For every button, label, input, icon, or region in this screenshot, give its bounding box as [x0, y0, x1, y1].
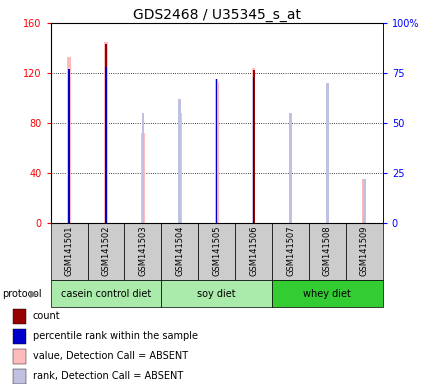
Bar [105, 44, 107, 223]
Text: GSM141509: GSM141509 [360, 226, 369, 276]
Bar [67, 57, 71, 223]
Bar [68, 69, 70, 223]
Bar [289, 128, 292, 223]
Bar [88, 223, 125, 280]
Bar [179, 99, 181, 223]
Bar [309, 223, 346, 280]
Bar [51, 280, 161, 307]
Bar [105, 67, 107, 223]
Bar [105, 67, 107, 223]
Text: GSM141508: GSM141508 [323, 226, 332, 276]
Text: ▶: ▶ [30, 289, 37, 299]
Bar [68, 69, 70, 223]
Bar [326, 101, 329, 223]
Title: GDS2468 / U35345_s_at: GDS2468 / U35345_s_at [133, 8, 301, 22]
Bar [13, 349, 26, 364]
Text: rank, Detection Call = ABSENT: rank, Detection Call = ABSENT [33, 371, 183, 381]
Text: casein control diet: casein control diet [61, 289, 151, 299]
Bar [326, 83, 329, 223]
Bar [178, 113, 182, 223]
Text: percentile rank within the sample: percentile rank within the sample [33, 331, 198, 341]
Bar [289, 113, 292, 223]
Text: GSM141505: GSM141505 [212, 226, 221, 276]
Text: soy diet: soy diet [198, 289, 236, 299]
Text: GSM141503: GSM141503 [138, 226, 147, 276]
Bar [216, 79, 217, 223]
Bar [363, 179, 366, 223]
Bar [272, 280, 383, 307]
Bar [252, 68, 256, 223]
Bar [142, 113, 144, 223]
Text: value, Detection Call = ABSENT: value, Detection Call = ABSENT [33, 351, 188, 361]
Bar [141, 133, 145, 223]
Bar [161, 223, 198, 280]
Bar [104, 42, 108, 223]
Text: GSM141501: GSM141501 [65, 226, 73, 276]
Bar [235, 223, 272, 280]
Bar [125, 223, 161, 280]
Bar [161, 280, 272, 307]
Bar [215, 82, 219, 223]
Text: whey diet: whey diet [304, 289, 352, 299]
Bar [51, 223, 88, 280]
Bar [272, 223, 309, 280]
Bar [346, 223, 383, 280]
Text: GSM141504: GSM141504 [175, 226, 184, 276]
Bar [363, 179, 366, 223]
Bar [252, 77, 255, 223]
Bar [198, 223, 235, 280]
Bar [253, 71, 254, 223]
Bar [13, 329, 26, 344]
Bar [253, 77, 254, 223]
Text: protocol: protocol [2, 289, 42, 299]
Text: GSM141502: GSM141502 [102, 226, 110, 276]
Text: GSM141506: GSM141506 [249, 226, 258, 276]
Bar [13, 369, 26, 384]
Text: GSM141507: GSM141507 [286, 226, 295, 276]
Bar [216, 79, 218, 223]
Bar [13, 309, 26, 324]
Text: count: count [33, 311, 60, 321]
